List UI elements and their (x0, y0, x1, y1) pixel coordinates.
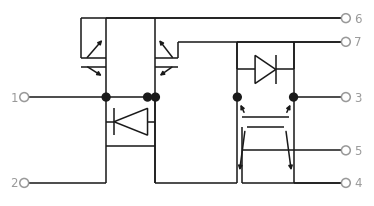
Text: 2: 2 (10, 177, 18, 190)
Text: 7: 7 (354, 36, 361, 49)
Text: 3: 3 (354, 91, 361, 104)
Text: 6: 6 (354, 13, 361, 26)
Circle shape (233, 94, 241, 102)
Circle shape (151, 94, 159, 102)
Text: 1: 1 (10, 91, 18, 104)
Circle shape (289, 94, 297, 102)
Text: 4: 4 (354, 177, 361, 190)
Text: 5: 5 (354, 144, 361, 157)
Circle shape (102, 94, 110, 102)
Circle shape (144, 94, 151, 102)
